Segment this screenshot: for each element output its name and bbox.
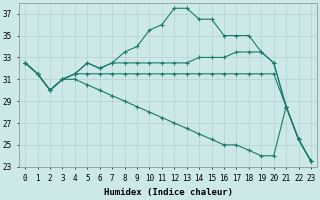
X-axis label: Humidex (Indice chaleur): Humidex (Indice chaleur) (104, 188, 233, 197)
